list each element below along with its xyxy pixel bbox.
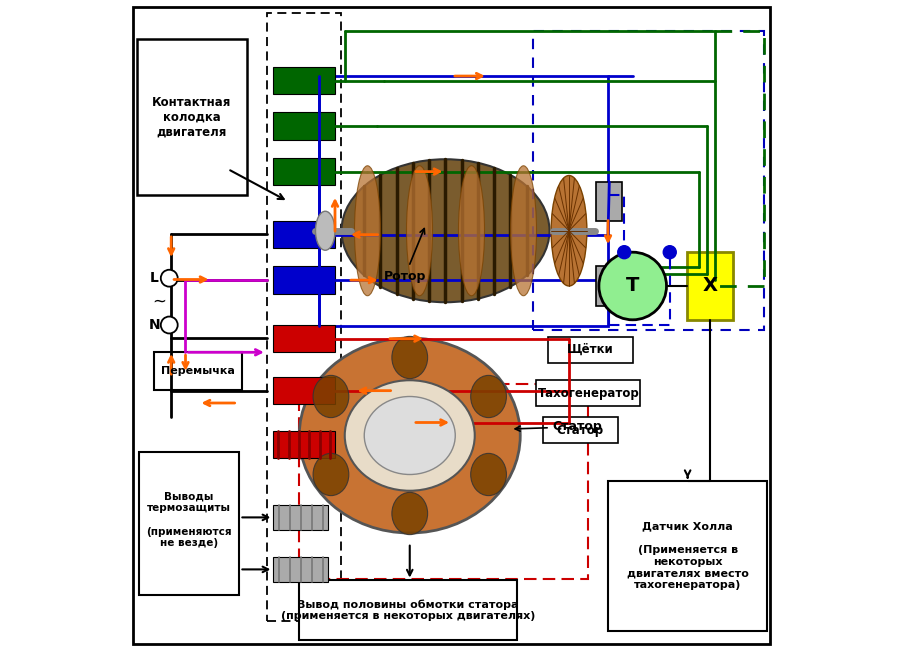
Text: Датчик Холла

(Применяется в
некоторых
двигателях вместо
тахогенератора): Датчик Холла (Применяется в некоторых дв…: [626, 522, 748, 590]
Ellipse shape: [344, 380, 474, 491]
Text: Ротор: Ротор: [384, 229, 425, 283]
Text: Х: Х: [702, 276, 717, 296]
Circle shape: [663, 246, 675, 259]
Circle shape: [161, 270, 178, 287]
Bar: [273, 431, 335, 458]
Bar: [547, 337, 632, 363]
Bar: [273, 112, 335, 140]
Bar: [273, 377, 335, 404]
Ellipse shape: [391, 493, 427, 534]
Bar: [319, 76, 608, 326]
Ellipse shape: [315, 211, 335, 250]
Ellipse shape: [299, 338, 519, 533]
Text: Тахогенератор: Тахогенератор: [537, 387, 638, 400]
Bar: [299, 580, 517, 640]
Bar: [273, 67, 335, 94]
Text: Перемычка: Перемычка: [161, 366, 235, 376]
Text: Щётки: Щётки: [566, 343, 613, 356]
Text: Контактная
колодка
двигателя: Контактная колодка двигателя: [152, 96, 231, 138]
Text: Статор: Статор: [556, 424, 603, 437]
Bar: [299, 384, 588, 578]
Bar: [273, 557, 328, 582]
Bar: [266, 13, 341, 621]
Bar: [535, 380, 640, 406]
Bar: [533, 31, 763, 330]
Text: Статор: Статор: [515, 421, 601, 434]
Bar: [608, 481, 767, 630]
Text: Выводы
термозащиты

(применяются
не везде): Выводы термозащиты (применяются не везде…: [146, 492, 232, 548]
Circle shape: [161, 317, 178, 333]
Circle shape: [617, 246, 630, 259]
Bar: [138, 452, 239, 595]
Bar: [273, 158, 335, 185]
Ellipse shape: [341, 159, 549, 302]
Text: ~: ~: [153, 292, 166, 311]
Ellipse shape: [510, 166, 535, 296]
Bar: [596, 182, 621, 221]
Bar: [154, 352, 242, 390]
Ellipse shape: [312, 454, 349, 495]
Ellipse shape: [470, 376, 506, 418]
Ellipse shape: [391, 337, 427, 378]
Text: N: N: [148, 318, 160, 332]
Bar: [273, 221, 335, 248]
Text: L: L: [150, 271, 159, 285]
Bar: [273, 325, 335, 352]
Ellipse shape: [470, 454, 506, 496]
Ellipse shape: [458, 166, 484, 296]
Ellipse shape: [354, 166, 380, 296]
Bar: [136, 39, 247, 195]
Ellipse shape: [551, 176, 586, 286]
Ellipse shape: [406, 166, 432, 296]
Bar: [543, 417, 617, 443]
Text: Т: Т: [625, 276, 638, 296]
Ellipse shape: [312, 376, 349, 418]
Bar: [273, 266, 335, 294]
Bar: [273, 505, 328, 530]
Text: Вывод половины обмотки статора
(применяется в некоторых двигателях): Вывод половины обмотки статора (применяе…: [281, 599, 535, 621]
Ellipse shape: [364, 396, 455, 474]
Circle shape: [599, 252, 666, 320]
Bar: [686, 252, 732, 320]
Bar: [596, 266, 621, 306]
